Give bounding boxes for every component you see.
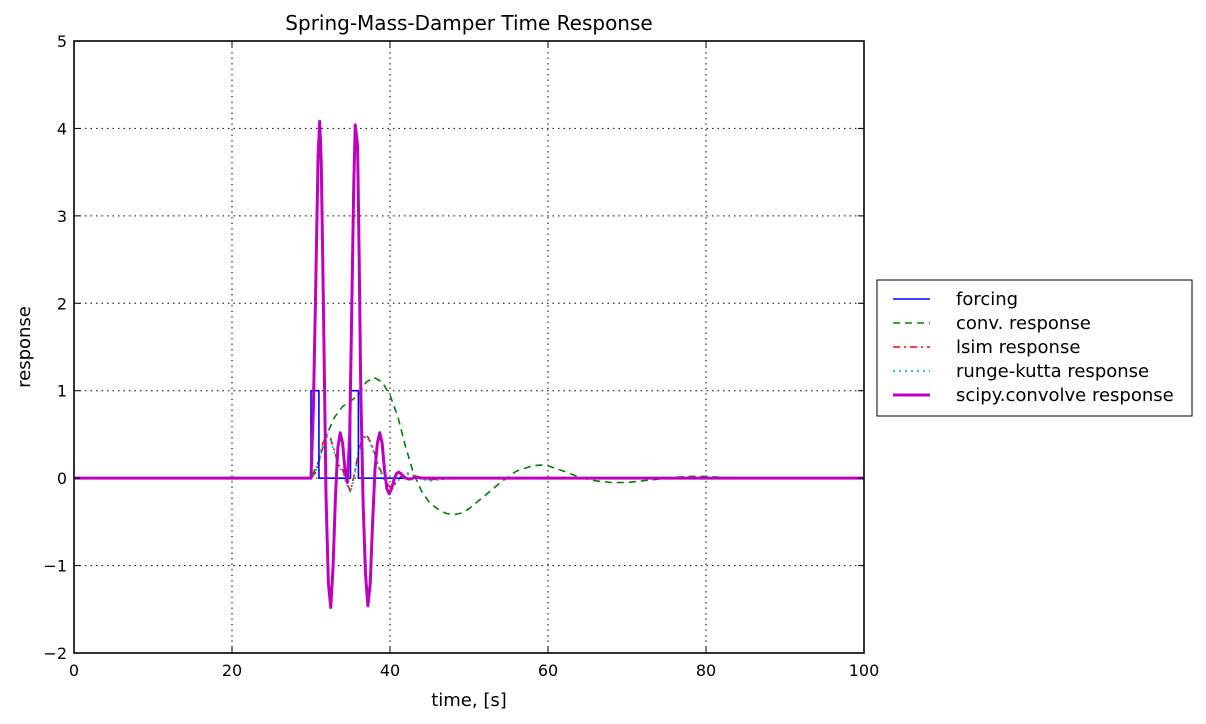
grid xyxy=(74,41,864,653)
ticks: 0 20 40 60 80 100 −2 −1 0 1 2 3 4 5 xyxy=(43,32,879,680)
legend-label: lsim response xyxy=(956,337,1080,358)
y-tick-label: −1 xyxy=(43,557,67,576)
series-layer xyxy=(74,119,864,610)
legend-label: forcing xyxy=(956,289,1018,310)
series-line-forcing xyxy=(74,389,864,479)
x-tick-label: 40 xyxy=(380,661,400,680)
chart-title: Spring-Mass-Damper Time Response xyxy=(285,11,652,35)
x-tick-label: 20 xyxy=(222,661,242,680)
y-tick-label: 4 xyxy=(57,119,67,138)
y-tick-label: 5 xyxy=(57,32,67,51)
y-tick-label: 3 xyxy=(57,207,67,226)
legend-label: runge-kutta response xyxy=(956,361,1149,382)
x-tick-label: 0 xyxy=(69,661,79,680)
y-tick-label: 1 xyxy=(57,382,67,401)
x-axis-label: time, [s] xyxy=(431,690,507,711)
x-tick-label: 100 xyxy=(849,661,880,680)
series-line-lsim-response xyxy=(74,433,864,493)
legend-label: conv. response xyxy=(956,313,1091,334)
legend-label: scipy.convolve response xyxy=(956,385,1174,406)
x-tick-label: 60 xyxy=(538,661,558,680)
y-axis-label: response xyxy=(14,306,35,388)
series-line-scipy-convolve-response xyxy=(74,119,864,610)
plot-frame xyxy=(73,40,865,654)
y-tick-label: −2 xyxy=(43,644,67,663)
y-tick-label: 2 xyxy=(57,294,67,313)
series-line-runge-kutta-response xyxy=(74,435,864,494)
x-tick-label: 80 xyxy=(696,661,716,680)
y-tick-label: 0 xyxy=(57,469,67,488)
series-line-conv-response xyxy=(74,376,864,516)
legend: forcing conv. response lsim response runge-… xyxy=(876,279,1193,417)
legend-box xyxy=(876,279,1193,417)
